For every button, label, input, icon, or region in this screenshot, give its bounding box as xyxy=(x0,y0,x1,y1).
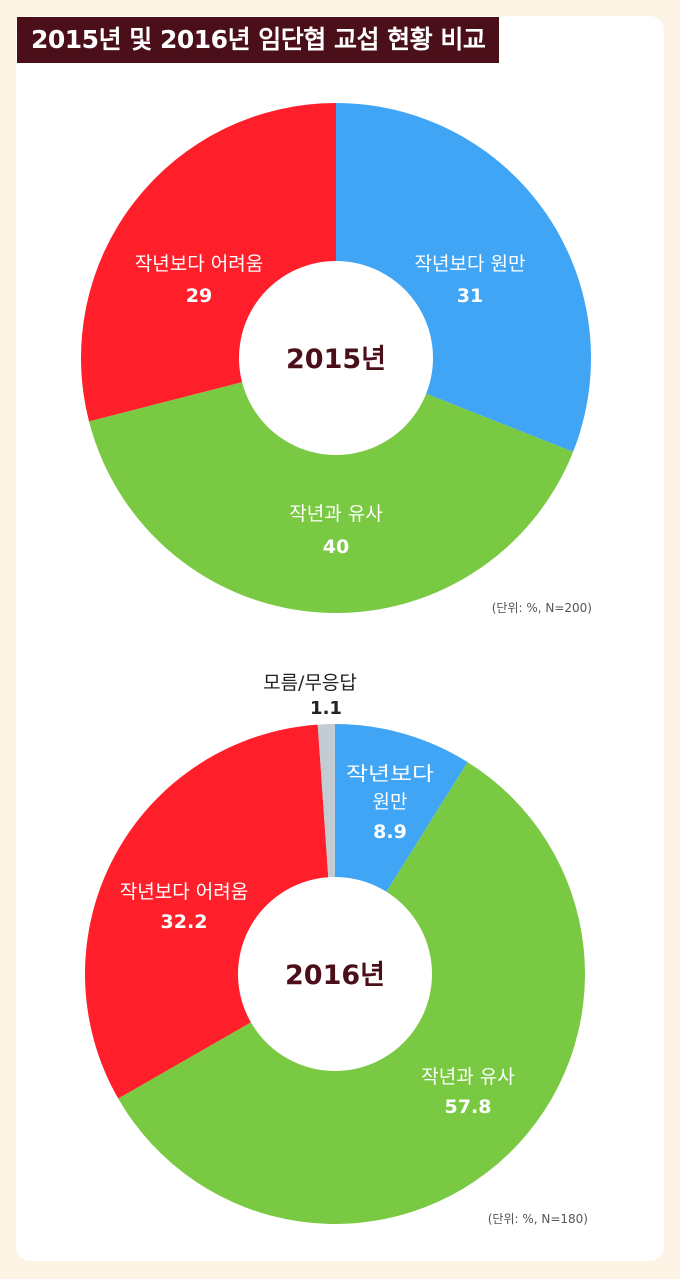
donut-2015-hole xyxy=(239,261,433,455)
slice-value-2016-smoother: 8.9 xyxy=(373,821,407,843)
page-title: 2015년 및 2016년 임단협 교섭 현황 비교 xyxy=(17,17,500,63)
slice-label-2016-smoother-line2: 원만 xyxy=(373,791,408,813)
donut-2015-center-label: 2015년 xyxy=(286,344,386,375)
donut-2016-center-label: 2016년 xyxy=(285,960,385,991)
slice-value-2015-similar: 40 xyxy=(323,536,349,558)
slice-value-2016-similar: 57.8 xyxy=(445,1096,492,1118)
slice-label-2015-harder: 작년보다 어려움 xyxy=(135,253,263,275)
unit-note-2016: (단위: %, N=180) xyxy=(488,1212,588,1226)
pie-slice-2015-similar xyxy=(89,358,574,613)
unit-note-2015: (단위: %, N=200) xyxy=(492,601,592,615)
slice-value-2016-unknown: 1.1 xyxy=(310,698,342,719)
slice-value-2015-harder: 29 xyxy=(186,285,212,307)
donut-2016-hole xyxy=(238,877,432,1071)
slice-label-2015-similar: 작년과 유사 xyxy=(289,503,382,525)
slice-value-2016-harder: 32.2 xyxy=(161,911,208,933)
slice-label-2016-smoother-line1: 작년보다 xyxy=(346,763,434,785)
slice-label-2016-unknown: 모름/무응답 xyxy=(263,672,357,694)
slice-label-2016-harder: 작년보다 어려움 xyxy=(120,881,248,903)
slice-value-2015-smoother: 31 xyxy=(457,285,483,307)
slice-label-2015-smoother: 작년보다 원만 xyxy=(415,253,526,275)
slice-label-2016-similar: 작년과 유사 xyxy=(421,1066,514,1088)
